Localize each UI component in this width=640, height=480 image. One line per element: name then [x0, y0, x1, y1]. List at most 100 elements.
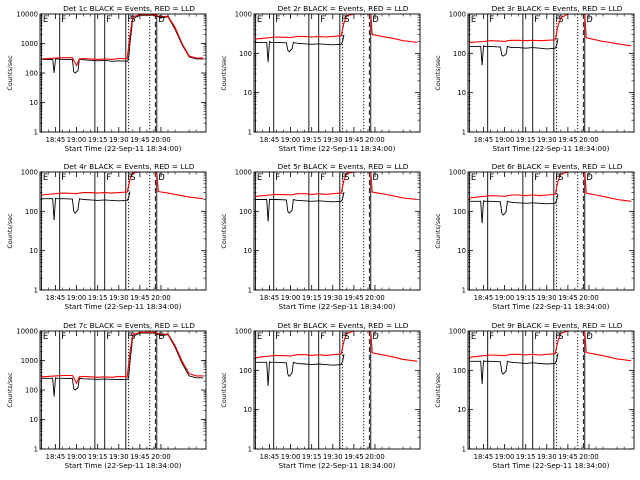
event-marker-label: S — [344, 15, 349, 25]
event-marker-label: F — [489, 15, 494, 25]
x-tick-label: 19:45 — [558, 136, 578, 144]
y-tick-label: 1 — [248, 446, 252, 454]
event-marker-label: F — [275, 332, 280, 342]
events-series-line — [255, 34, 345, 63]
plot-frame — [467, 330, 635, 450]
event-marker-label: D — [586, 15, 593, 25]
panel-title: Det 1c BLACK = Events, RED = LLD — [63, 4, 195, 13]
x-tick-label: 18:45 — [474, 294, 494, 302]
event-marker-label: D — [158, 173, 165, 183]
event-marker-label: D — [372, 173, 379, 183]
y-tick-label: 1000 — [235, 328, 252, 336]
x-tick-label: 19:45 — [130, 294, 150, 302]
plot-area: E F F FS D — [468, 14, 632, 132]
x-tick-label: 18:45 — [260, 294, 280, 302]
event-marker-label: E — [471, 173, 476, 183]
events-series-line — [255, 353, 345, 387]
y-tick-label: 10 — [457, 89, 466, 97]
y-tick-label: 1000 — [235, 11, 252, 19]
y-axis-label: Counts/sec — [220, 213, 228, 249]
y-tick-label: 100 — [453, 367, 466, 375]
y-tick-label: 100 — [239, 208, 252, 216]
plot-frame — [253, 330, 421, 450]
y-tick-label: 10 — [243, 89, 252, 97]
x-tick-label: 19:15 — [516, 294, 536, 302]
event-marker-label: F — [106, 15, 111, 25]
y-tick-label: 100 — [453, 50, 466, 58]
y-axis-label: Counts/sec — [434, 55, 442, 91]
y-tick-label: 1000 — [449, 328, 466, 336]
x-tick-label: 18:45 — [46, 136, 66, 144]
event-marker-label: F — [106, 173, 111, 183]
plot-area: E F F FS D — [40, 172, 204, 290]
lld-series-line — [41, 14, 204, 67]
y-axis-label: Counts/sec — [6, 372, 14, 408]
lld-series-line — [255, 331, 418, 362]
event-marker-label: D — [372, 332, 379, 342]
y-axis-label: Counts/sec — [6, 213, 14, 249]
x-axis-label: Start Time (22-Sep-11 18:34:00) — [493, 302, 610, 311]
event-marker-label: F — [127, 15, 132, 25]
y-tick-label: 100 — [239, 367, 252, 375]
x-axis-label: Start Time (22-Sep-11 18:34:00) — [65, 144, 182, 153]
x-tick-label: 19:00 — [67, 453, 87, 461]
x-tick-label: 19:15 — [88, 136, 108, 144]
lld-series-line — [255, 172, 418, 201]
event-marker-label: F — [534, 173, 539, 183]
x-axis-label: Start Time (22-Sep-11 18:34:00) — [493, 461, 610, 470]
y-tick-label: 1 — [248, 287, 252, 295]
y-axis-label: Counts/sec — [6, 55, 14, 91]
y-tick-label: 1 — [34, 446, 38, 454]
event-marker-label: E — [471, 332, 476, 342]
y-tick-label: 10 — [457, 406, 466, 414]
event-marker-label: F — [61, 332, 66, 342]
y-tick-label: 100 — [25, 208, 38, 216]
x-tick-label: 19:45 — [558, 453, 578, 461]
x-tick-label: 20:00 — [365, 294, 385, 302]
x-tick-label: 19:00 — [495, 453, 515, 461]
x-tick-label: 18:45 — [474, 136, 494, 144]
event-marker-label: D — [586, 173, 593, 183]
x-tick-label: 19:15 — [88, 294, 108, 302]
event-marker-label: F — [61, 173, 66, 183]
plot-area: E F F FS D — [468, 172, 632, 290]
y-tick-label: 1 — [34, 129, 38, 137]
y-axis-label: Counts/sec — [434, 213, 442, 249]
y-tick-label: 1000 — [449, 11, 466, 19]
events-series-line — [255, 191, 345, 222]
event-marker-label: S — [344, 173, 349, 183]
x-tick-label: 19:00 — [281, 136, 301, 144]
y-tick-label: 1000 — [21, 357, 38, 365]
x-tick-label: 19:15 — [302, 294, 322, 302]
event-marker-label: F — [341, 15, 346, 25]
x-tick-label: 19:30 — [323, 294, 343, 302]
x-tick-label: 18:45 — [260, 136, 280, 144]
lld-series-line — [41, 331, 204, 385]
y-tick-label: 10000 — [16, 11, 38, 19]
plot-frame — [253, 171, 421, 291]
y-tick-label: 100 — [239, 50, 252, 58]
event-marker-label: D — [372, 15, 379, 25]
x-tick-label: 20:00 — [151, 294, 171, 302]
event-marker-label: F — [320, 15, 325, 25]
y-tick-label: 100 — [25, 387, 38, 395]
event-marker-label: F — [555, 332, 560, 342]
y-tick-label: 1 — [462, 287, 466, 295]
event-marker-label: F — [555, 173, 560, 183]
x-tick-label: 19:45 — [344, 294, 364, 302]
x-tick-label: 19:15 — [302, 136, 322, 144]
y-tick-label: 100 — [25, 70, 38, 78]
plot-frame — [253, 13, 421, 133]
y-tick-label: 10 — [243, 247, 252, 255]
plot-area: E F F FS D — [254, 331, 418, 449]
x-tick-label: 19:00 — [67, 294, 87, 302]
y-axis-label: Counts/sec — [434, 372, 442, 408]
x-tick-label: 20:00 — [579, 136, 599, 144]
event-marker-label: F — [534, 332, 539, 342]
event-marker-label: F — [555, 15, 560, 25]
x-tick-label: 19:45 — [558, 294, 578, 302]
event-marker-label: F — [534, 15, 539, 25]
y-tick-label: 100 — [453, 208, 466, 216]
